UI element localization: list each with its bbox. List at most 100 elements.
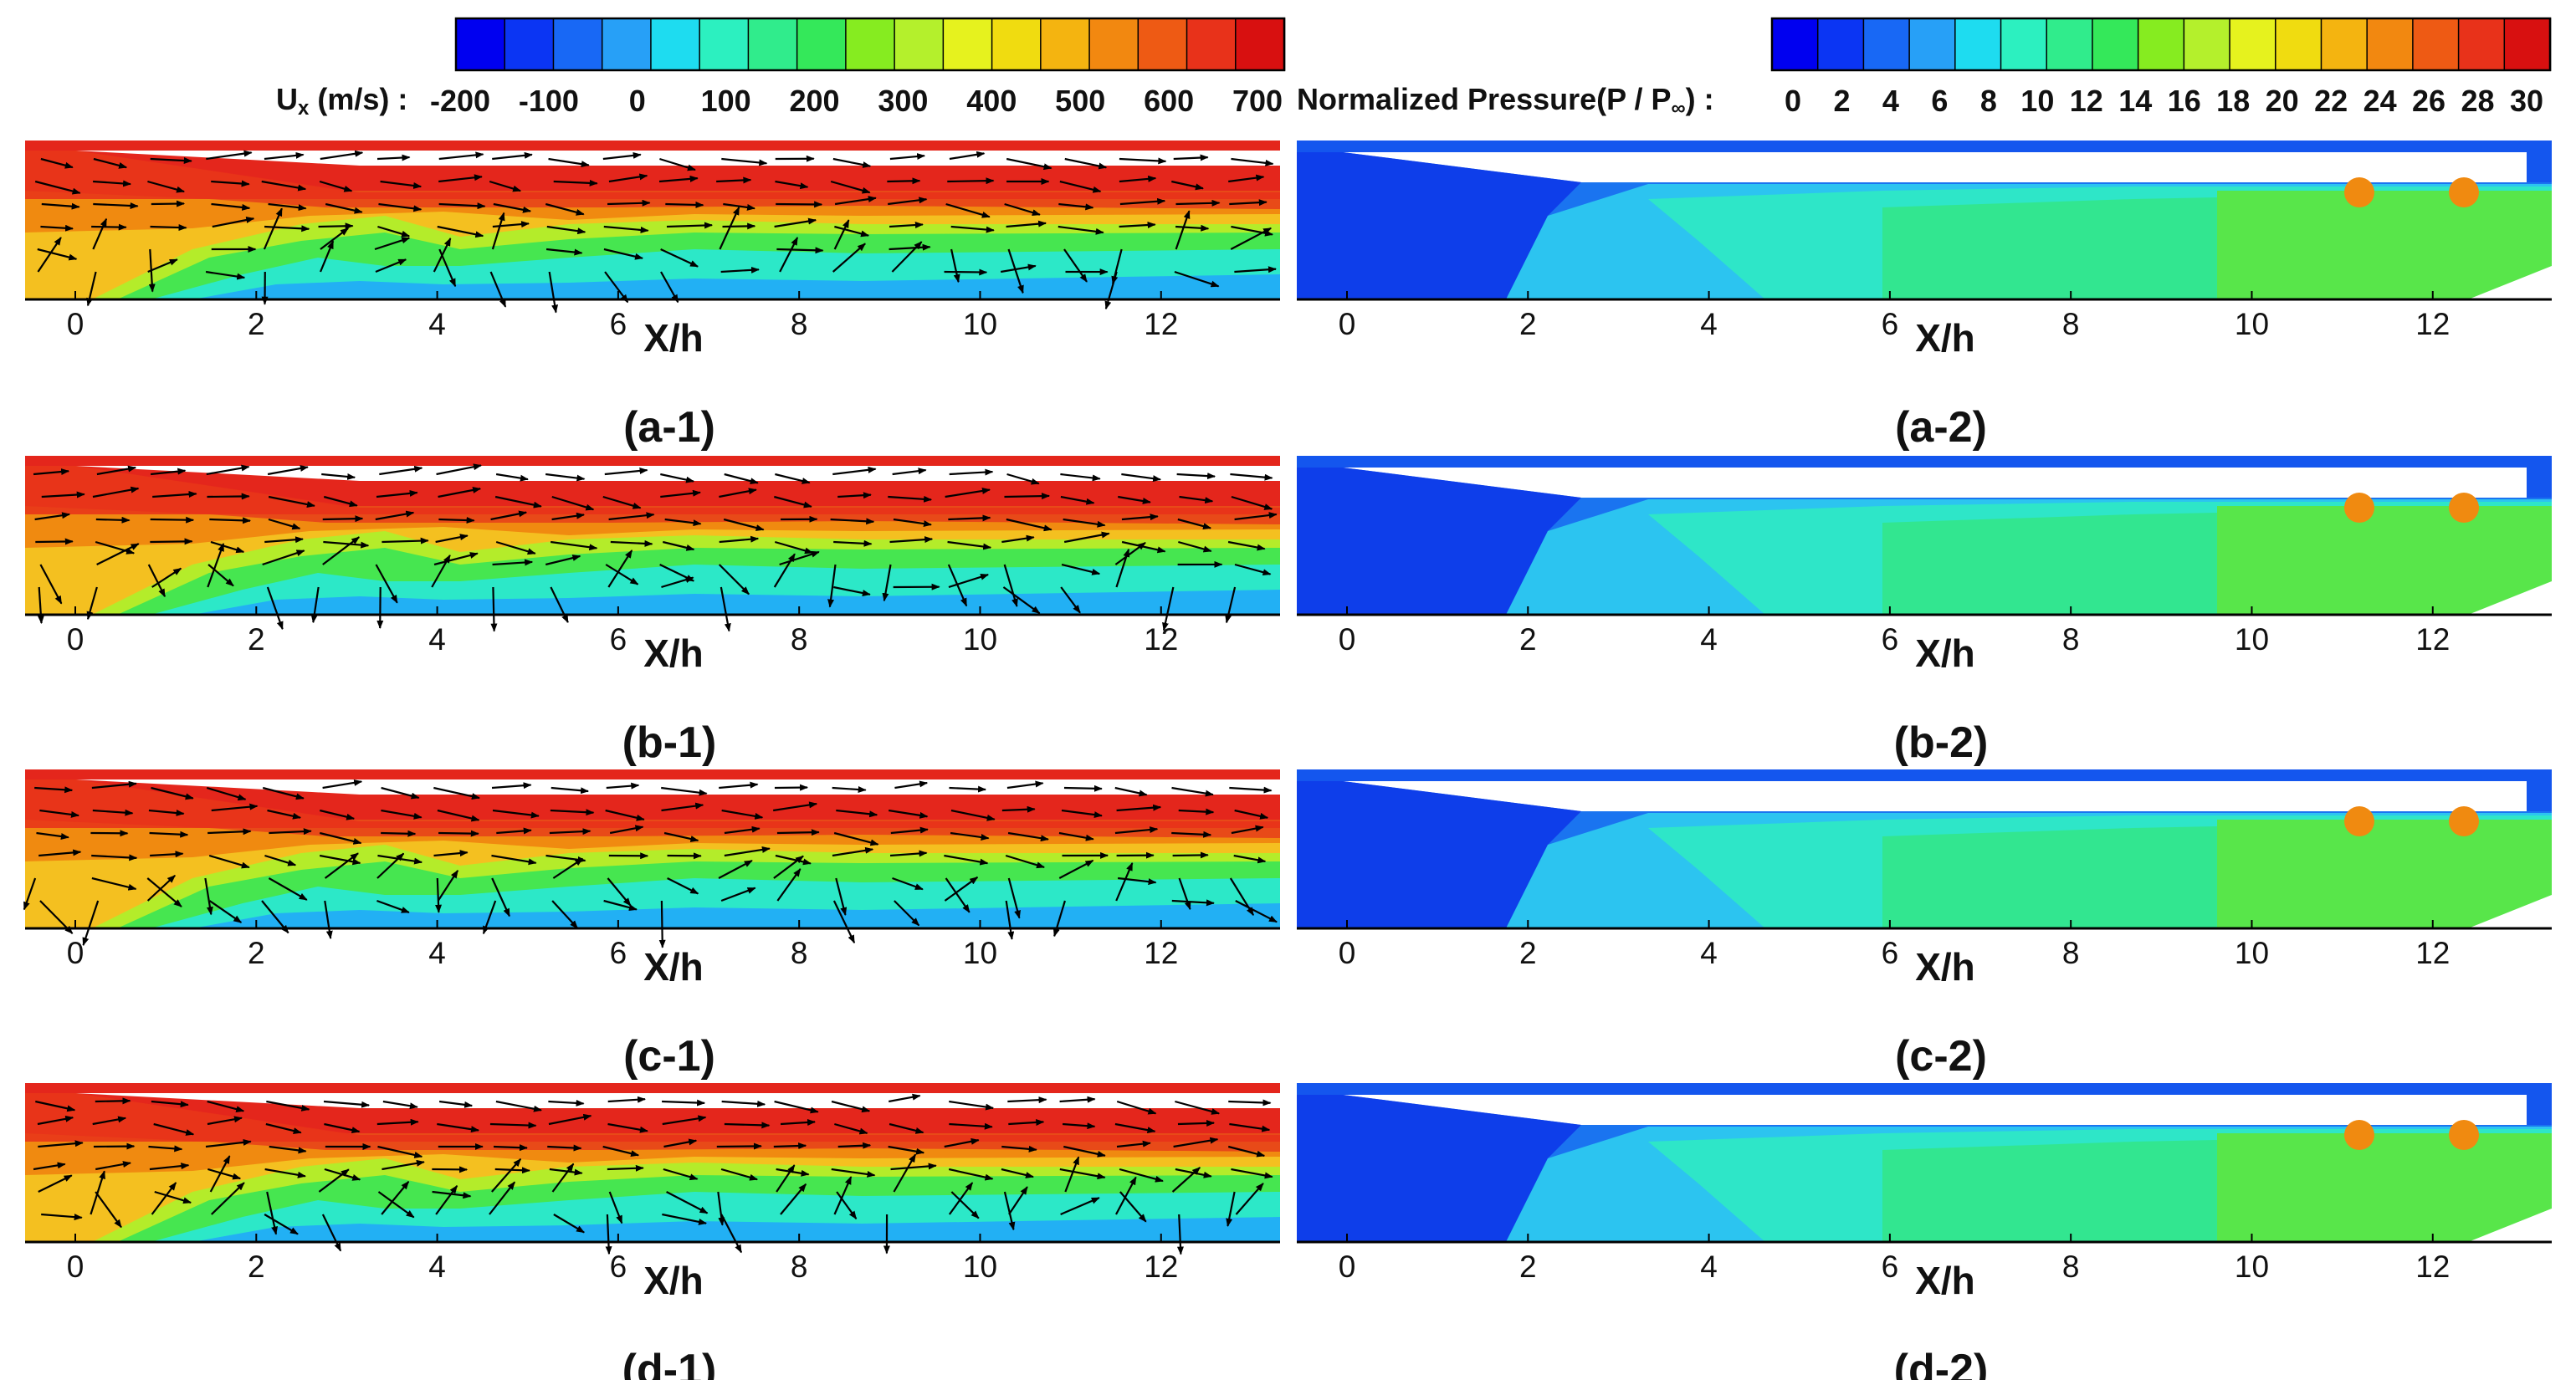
x-tick-label: 0 (67, 936, 85, 970)
x-tick-label: 8 (791, 307, 808, 341)
x-axis-label: X/h (1915, 1259, 1975, 1302)
velocity-vector (1227, 540, 1266, 551)
velocity-vector (833, 585, 871, 596)
velocity-vector (1234, 266, 1277, 273)
panel-label: (d-2) (1894, 1346, 1989, 1380)
velocity-vector (205, 270, 246, 280)
pressure-colorbar-tick-label: 24 (2363, 84, 2397, 118)
x-tick-label: 0 (1339, 307, 1356, 341)
velocity-vector (663, 1138, 698, 1148)
pressure-colorbar-bin (2412, 18, 2460, 71)
velocity-vector (1004, 202, 1041, 216)
velocity-vector (489, 1181, 516, 1215)
velocity-vector (92, 486, 140, 498)
velocity-vector (832, 900, 856, 944)
velocity-panel: 0 2 4 6 8 10 12 X/h (d-1) (25, 1083, 1280, 1380)
velocity-vector (548, 157, 590, 168)
velocity-vector (950, 248, 960, 284)
velocity-vector (268, 877, 308, 901)
velocity-vector (1118, 495, 1151, 504)
velocity-vector (324, 900, 333, 940)
velocity-colorbar-bin (601, 18, 653, 71)
velocity-vector (660, 473, 695, 483)
x-tick-label: 10 (2235, 936, 2269, 970)
panel-label: (a-2) (1895, 403, 1987, 452)
velocity-vector (375, 564, 398, 604)
velocity-vector (775, 854, 812, 866)
velocity-colorbar-bin (699, 18, 750, 71)
velocity-vector (269, 828, 312, 836)
velocity-vector (720, 1168, 759, 1181)
velocity-vector (773, 801, 818, 812)
velocity-colorbar-bin (504, 18, 555, 71)
x-tick-label: 6 (610, 622, 627, 657)
velocity-vector (551, 1163, 575, 1193)
velocity-vector (490, 510, 528, 521)
pressure-colorbar-tick-label: 20 (2266, 84, 2299, 118)
x-tick-label: 8 (2062, 307, 2080, 341)
velocity-vector (776, 1164, 796, 1193)
velocity-vector (776, 829, 820, 836)
velocity-vector (660, 248, 699, 268)
pressure-colorbar-bin (2229, 18, 2277, 71)
pressure-colorbar-bin (2457, 18, 2506, 71)
velocity-vector (833, 831, 879, 846)
velocity-colorbar-bin (455, 18, 506, 71)
velocity-vector (1060, 495, 1095, 505)
x-tick-label: 6 (610, 307, 627, 341)
velocity-vector (837, 1142, 872, 1149)
x-tick-label: 12 (2415, 622, 2450, 657)
x-axis-label: X/h (643, 316, 704, 360)
velocity-vector (325, 202, 363, 214)
velocity-contour (25, 456, 1280, 615)
velocity-panel: 0 2 4 6 8 10 12 X/h (b-1) (25, 456, 1280, 767)
x-tick-label: 4 (428, 307, 446, 341)
velocity-vector (310, 586, 320, 624)
x-tick-label: 8 (791, 622, 808, 657)
velocity-vector (1063, 248, 1088, 283)
velocity-vector (1058, 859, 1094, 879)
velocity-vector (666, 222, 714, 229)
pressure-contour (1297, 456, 2552, 615)
x-tick-label: 0 (67, 1250, 85, 1284)
velocity-vector (950, 831, 990, 841)
velocity-vector (722, 222, 756, 230)
velocity-vector (376, 1118, 419, 1126)
velocity-vector (375, 510, 415, 521)
velocity-vector (1178, 877, 1191, 911)
x-tick-label: 0 (1339, 622, 1356, 657)
velocity-vector (91, 877, 137, 891)
velocity-vector (661, 576, 694, 589)
velocity-vector (493, 202, 532, 213)
velocity-vector (1234, 512, 1278, 521)
velocity-vector (658, 175, 699, 183)
velocity-vector (1116, 1140, 1151, 1148)
velocity-vector (1178, 808, 1215, 815)
velocity-vector (776, 247, 824, 254)
velocity-vector (323, 495, 358, 508)
pressure-colorbar-bin (2183, 18, 2231, 71)
pressure-colorbar-frame (1770, 17, 2552, 72)
velocity-vector (1176, 1214, 1184, 1255)
velocity-vector (1227, 1145, 1266, 1158)
velocity-vector (496, 827, 532, 835)
velocity-vector (724, 846, 771, 857)
pressure-colorbar-bin (1954, 18, 2002, 71)
velocity-vector (663, 831, 699, 842)
velocity-vector (891, 241, 923, 273)
velocity-vector (889, 153, 926, 161)
panel-label: (c-2) (1895, 1032, 1987, 1081)
velocity-vector (548, 1113, 592, 1126)
velocity-vector (1008, 1186, 1028, 1215)
velocity-vector (1171, 180, 1204, 191)
velocity-vector (836, 1191, 858, 1220)
velocity-vector (267, 465, 309, 476)
velocity-vector (264, 151, 305, 161)
velocity-vector (382, 1100, 418, 1110)
velocity-vector (894, 780, 929, 790)
x-tick-label: 12 (2415, 307, 2450, 341)
velocity-vector (1177, 518, 1211, 529)
x-tick-label: 12 (2415, 936, 2450, 970)
velocity-vector (549, 828, 592, 836)
velocity-vector (321, 473, 356, 480)
